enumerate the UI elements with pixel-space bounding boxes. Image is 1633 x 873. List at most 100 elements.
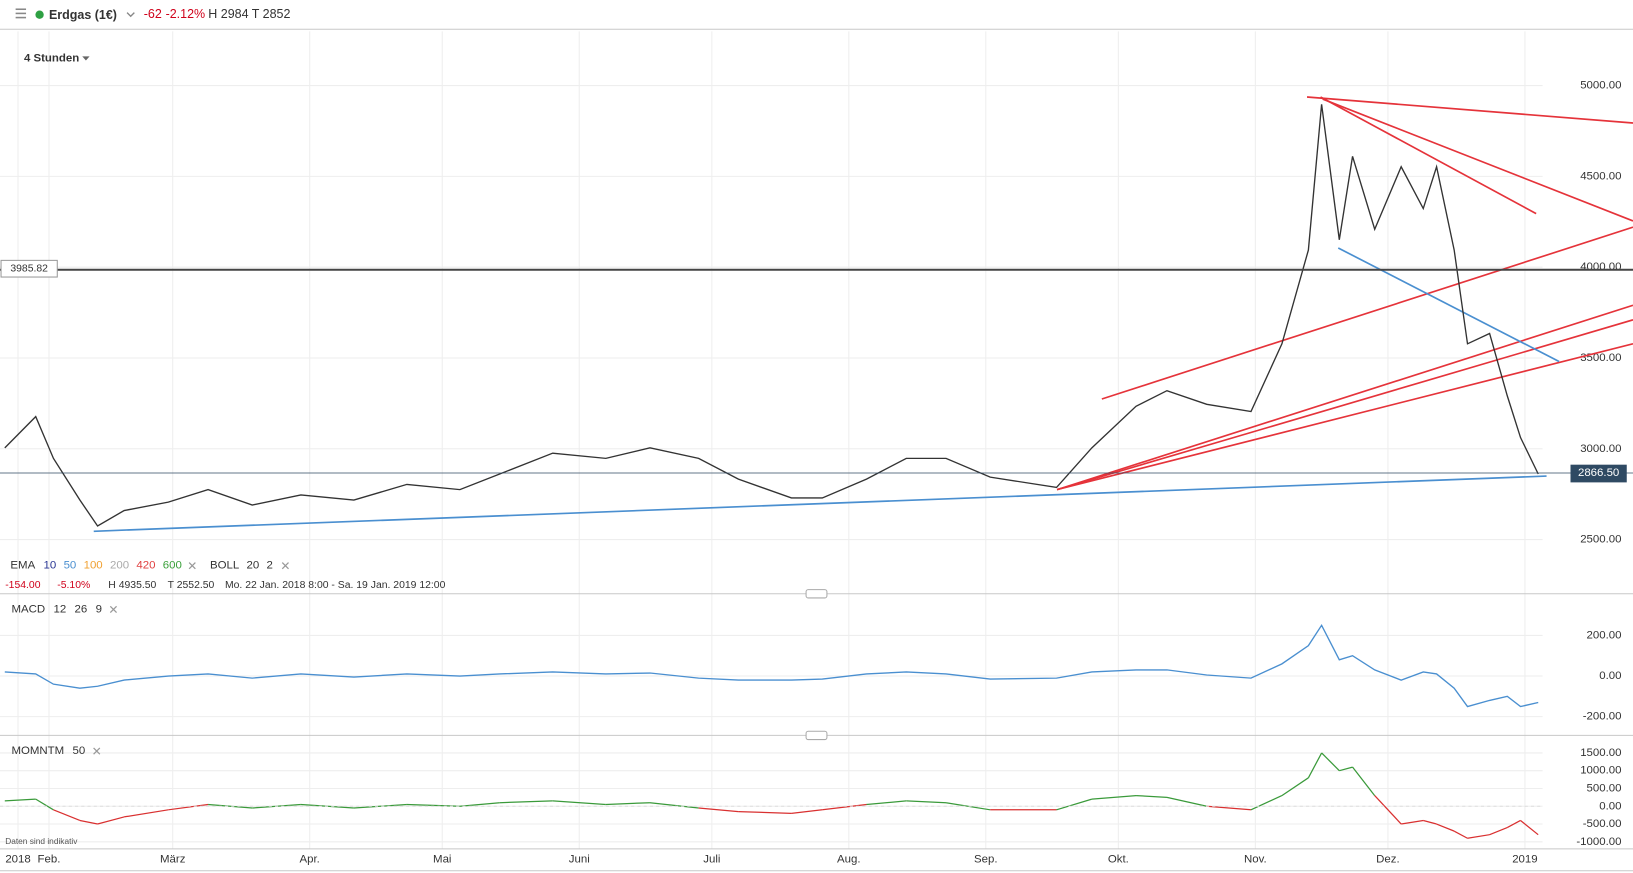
momentum-segment bbox=[1423, 819, 1437, 825]
disclaimer: Daten sind indikativ bbox=[5, 836, 78, 846]
timeframe[interactable]: 4 Stunden bbox=[24, 52, 79, 64]
y-tick-label: 0.00 bbox=[1599, 800, 1621, 812]
momentum-segment bbox=[1166, 796, 1207, 807]
momentum-segment bbox=[1506, 819, 1521, 829]
momentum-segment bbox=[1307, 752, 1323, 779]
trend-lines bbox=[93, 96, 1633, 533]
momentum-segment bbox=[1281, 777, 1309, 797]
momentum-segment bbox=[1467, 834, 1490, 839]
ema-period: 200 bbox=[110, 560, 129, 572]
level-label-box bbox=[1570, 464, 1627, 483]
indicator-param: 9 bbox=[96, 603, 102, 615]
trend-line bbox=[1306, 96, 1633, 124]
y-tick-label: -200.00 bbox=[1583, 711, 1622, 723]
timeframe-dropdown[interactable] bbox=[82, 56, 90, 61]
x-tick-label: März bbox=[160, 853, 186, 865]
ema-period: 100 bbox=[84, 560, 103, 572]
x-tick-label: Juli bbox=[703, 853, 720, 865]
momentum-segment bbox=[1339, 766, 1353, 772]
instrument-name[interactable]: Erdgas (1€) bbox=[49, 8, 117, 22]
momentum-segment bbox=[1453, 830, 1468, 839]
resize-handle[interactable] bbox=[805, 589, 828, 599]
y-tick-label: 1000.00 bbox=[1580, 765, 1621, 777]
momentum-segment bbox=[738, 810, 792, 814]
trend-line bbox=[1320, 96, 1537, 215]
momentum-segment bbox=[1401, 819, 1424, 825]
momentum-segment bbox=[866, 800, 907, 806]
y-tick-label: 5000.00 bbox=[1580, 80, 1621, 92]
x-tick-label: 2018 bbox=[5, 853, 30, 865]
indicator-label: MACD bbox=[11, 603, 45, 615]
ema-period: 10 bbox=[44, 560, 57, 572]
macd-legend: MACD 12 26 9 bbox=[11, 603, 118, 615]
boll-param: 20 bbox=[246, 560, 259, 572]
grid-layer: 2500.003000.003500.004000.004500.005000.… bbox=[0, 30, 1633, 865]
boll-label: BOLL bbox=[210, 560, 239, 572]
momentum-segment bbox=[649, 802, 699, 809]
remove-indicator[interactable] bbox=[188, 562, 196, 570]
indicator-param: 26 bbox=[75, 603, 88, 615]
ema-label: EMA bbox=[10, 560, 35, 572]
y-tick-label: 1500.00 bbox=[1580, 747, 1621, 759]
level-label-box bbox=[0, 259, 58, 278]
x-tick-label: Mai bbox=[433, 853, 451, 865]
y-tick-label: -1000.00 bbox=[1576, 836, 1621, 848]
momentum-segment bbox=[124, 809, 169, 818]
momentum-segment bbox=[552, 800, 606, 806]
x-tick-label: Feb. bbox=[38, 853, 61, 865]
momentum-segment bbox=[1352, 766, 1376, 796]
y-tick-label: -500.00 bbox=[1583, 818, 1622, 830]
x-tick-label: Apr. bbox=[300, 853, 320, 865]
support-line bbox=[1337, 247, 1560, 363]
momentum-segment bbox=[822, 803, 867, 811]
change: -62 bbox=[144, 7, 162, 21]
momentum-segment bbox=[1136, 794, 1168, 798]
y-tick-label: 2500.00 bbox=[1580, 534, 1621, 546]
momentum-segment bbox=[605, 802, 650, 806]
ema-period: 50 bbox=[64, 560, 77, 572]
price-legend: EMA 10 50 100 200 420 600 BOLL 20 2 bbox=[10, 560, 289, 572]
momentum-segment bbox=[1091, 794, 1137, 800]
range-change: -154.00 bbox=[5, 580, 41, 591]
instrument-dropdown[interactable] bbox=[126, 12, 135, 18]
ema-period: 600 bbox=[163, 560, 182, 572]
momentum-segment bbox=[168, 803, 209, 811]
momentum-segment bbox=[1374, 795, 1402, 825]
remove-indicator[interactable] bbox=[109, 605, 118, 613]
remove-indicator[interactable] bbox=[281, 562, 289, 570]
y-tick-label: 500.00 bbox=[1587, 783, 1622, 795]
level-label: 3985.82 bbox=[10, 263, 48, 274]
range-dates: Mo. 22 Jan. 2018 8:00 - Sa. 19 Jan. 2019… bbox=[225, 580, 446, 591]
trend-line bbox=[1322, 98, 1633, 222]
momentum-segment bbox=[53, 809, 81, 822]
x-tick-label: Okt. bbox=[1108, 853, 1129, 865]
y-tick-label: 3000.00 bbox=[1580, 443, 1621, 455]
x-tick-label: Sep. bbox=[974, 853, 998, 865]
support-line bbox=[93, 475, 1547, 533]
momentum-segment bbox=[906, 800, 947, 804]
level-label: 2866.50 bbox=[1578, 467, 1619, 479]
x-tick-label: Juni bbox=[569, 853, 590, 865]
remove-indicator[interactable] bbox=[93, 747, 101, 755]
momentum-segment bbox=[353, 803, 407, 809]
x-tick-label: 2019 bbox=[1512, 853, 1537, 865]
resize-handle[interactable] bbox=[805, 730, 828, 741]
menu-icon[interactable] bbox=[15, 8, 27, 19]
indicator-param: 50 bbox=[73, 745, 86, 757]
change-pct: -2.12% bbox=[166, 7, 206, 21]
momentum-legend: MOMNTM 50 bbox=[11, 745, 101, 757]
range-high: H 4935.50 bbox=[108, 580, 156, 591]
x-tick-label: Dez. bbox=[1376, 853, 1400, 865]
momentum-segment bbox=[499, 800, 553, 804]
momentum-segment bbox=[4, 798, 36, 802]
trend-line bbox=[1056, 304, 1633, 491]
momentum-segment bbox=[1250, 795, 1283, 811]
data-layer: 3985.82 2866.50 bbox=[0, 104, 1633, 839]
status-dot bbox=[35, 10, 44, 19]
momentum-segment bbox=[1489, 827, 1508, 836]
momentum-segment bbox=[459, 802, 500, 807]
macd-line bbox=[4, 623, 1539, 708]
